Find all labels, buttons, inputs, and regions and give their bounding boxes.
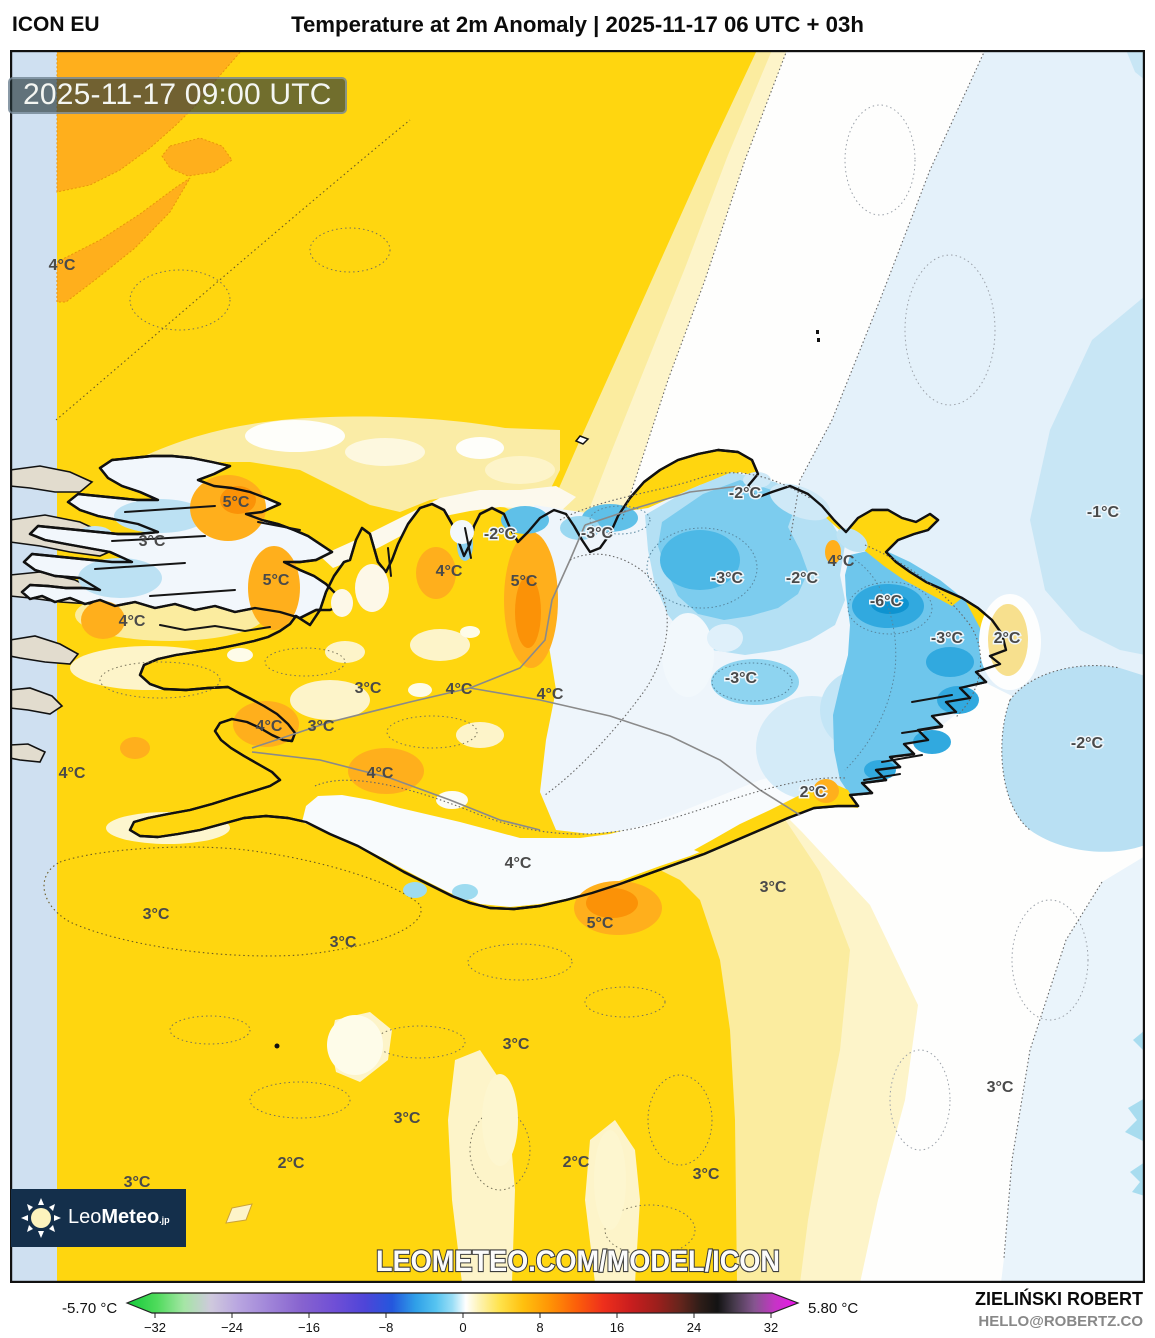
svg-text:2°C: 2°C <box>563 1154 590 1171</box>
svg-text:-3°C: -3°C <box>931 630 964 647</box>
svg-text:3°C: 3°C <box>760 879 787 896</box>
svg-text:0: 0 <box>459 1320 466 1335</box>
svg-text:24: 24 <box>687 1320 701 1335</box>
svg-text:5°C: 5°C <box>263 572 290 589</box>
svg-text:-1°C: -1°C <box>1087 504 1120 521</box>
svg-text:−32: −32 <box>144 1320 166 1335</box>
svg-text:4°C: 4°C <box>446 681 473 698</box>
svg-text:4°C: 4°C <box>436 563 463 580</box>
svg-text:3°C: 3°C <box>693 1166 720 1183</box>
svg-text:4°C: 4°C <box>828 553 855 570</box>
svg-text:4°C: 4°C <box>49 257 76 274</box>
svg-text:32: 32 <box>764 1320 778 1335</box>
svg-text:−8: −8 <box>379 1320 394 1335</box>
svg-text:16: 16 <box>610 1320 624 1335</box>
svg-text:-3°C: -3°C <box>711 570 744 587</box>
svg-text:5°C: 5°C <box>511 573 538 590</box>
svg-text:-2°C: -2°C <box>729 485 762 502</box>
svg-text:3°C: 3°C <box>139 533 166 550</box>
svg-text:-6°C: -6°C <box>870 593 903 610</box>
svg-text:5°C: 5°C <box>587 915 614 932</box>
svg-text:-3°C: -3°C <box>581 525 614 542</box>
svg-text:4°C: 4°C <box>505 855 532 872</box>
svg-text:3°C: 3°C <box>503 1036 530 1053</box>
svg-text:3°C: 3°C <box>124 1174 151 1191</box>
svg-text:4°C: 4°C <box>59 765 86 782</box>
svg-text:−16: −16 <box>298 1320 320 1335</box>
svg-text:3°C: 3°C <box>143 906 170 923</box>
svg-text:2°C: 2°C <box>800 784 827 801</box>
svg-text:-2°C: -2°C <box>1071 735 1104 752</box>
svg-text:4°C: 4°C <box>537 686 564 703</box>
svg-text:2°C: 2°C <box>278 1155 305 1172</box>
svg-text:3°C: 3°C <box>394 1110 421 1127</box>
svg-text:3°C: 3°C <box>355 680 382 697</box>
svg-text:3°C: 3°C <box>308 718 335 735</box>
svg-text:3°C: 3°C <box>330 934 357 951</box>
svg-text:-2°C: -2°C <box>786 570 819 587</box>
svg-text:-3°C: -3°C <box>725 670 758 687</box>
svg-text:8: 8 <box>536 1320 543 1335</box>
svg-text:LEOMETEO.COM/MODEL/ICON: LEOMETEO.COM/MODEL/ICON <box>376 1245 780 1278</box>
svg-text:4°C: 4°C <box>367 765 394 782</box>
svg-text:−24: −24 <box>221 1320 243 1335</box>
svg-text:5°C: 5°C <box>223 494 250 511</box>
svg-text:2°C: 2°C <box>994 630 1021 647</box>
svg-text:4°C: 4°C <box>256 718 283 735</box>
svg-text:-2°C: -2°C <box>484 526 517 543</box>
svg-text:3°C: 3°C <box>987 1079 1014 1096</box>
svg-text:4°C: 4°C <box>119 613 146 630</box>
